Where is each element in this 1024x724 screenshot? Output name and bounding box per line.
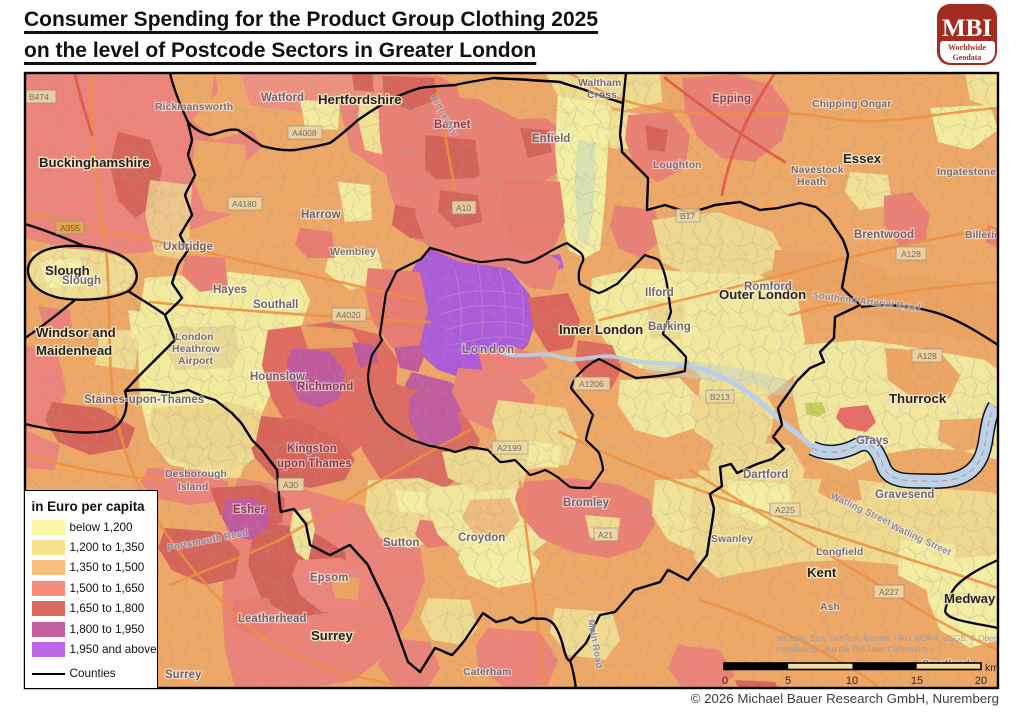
- svg-text:Hounslow: Hounslow: [250, 371, 305, 383]
- svg-text:Airport: Airport: [178, 355, 214, 367]
- svg-text:Loughton: Loughton: [653, 159, 701, 171]
- svg-text:10: 10: [846, 675, 858, 687]
- svg-text:20: 20: [975, 675, 987, 687]
- svg-text:London: London: [175, 331, 213, 343]
- svg-text:Slough: Slough: [62, 275, 101, 287]
- svg-text:contributors, and the GIS User: contributors, and the GIS User Community: [776, 645, 929, 654]
- svg-text:Richmond: Richmond: [297, 381, 353, 393]
- svg-text:Surrey: Surrey: [311, 628, 353, 643]
- svg-text:Esher: Esher: [233, 504, 265, 516]
- svg-text:Thurrock: Thurrock: [889, 391, 947, 406]
- svg-text:Kent: Kent: [807, 565, 837, 580]
- svg-text:upon Thames: upon Thames: [277, 458, 352, 470]
- svg-text:0: 0: [722, 675, 728, 687]
- svg-text:London: London: [462, 344, 516, 356]
- svg-text:B17: B17: [680, 211, 695, 221]
- svg-text:A1206: A1206: [579, 379, 604, 389]
- svg-text:A355: A355: [60, 223, 80, 233]
- svg-text:Epsom: Epsom: [310, 572, 348, 584]
- svg-text:Waltham: Waltham: [578, 77, 621, 89]
- svg-text:Uxbridge: Uxbridge: [163, 241, 213, 253]
- svg-text:A4020: A4020: [336, 310, 361, 320]
- svg-text:Bromley: Bromley: [563, 497, 610, 509]
- svg-text:Surrey: Surrey: [165, 669, 202, 681]
- svg-text:A2199: A2199: [497, 443, 522, 453]
- svg-text:Harrow: Harrow: [301, 209, 341, 221]
- svg-text:Caterham: Caterham: [463, 666, 511, 678]
- svg-text:Barking: Barking: [648, 321, 691, 333]
- svg-text:Kingston: Kingston: [287, 443, 337, 455]
- svg-text:Ilford: Ilford: [645, 287, 674, 299]
- svg-text:Sutton: Sutton: [383, 537, 419, 549]
- svg-text:km: km: [985, 662, 999, 674]
- svg-text:Enfield: Enfield: [532, 133, 570, 145]
- svg-text:A30: A30: [283, 480, 298, 490]
- svg-text:Epping: Epping: [712, 93, 751, 105]
- svg-text:Inner London: Inner London: [559, 322, 643, 337]
- svg-text:A10: A10: [456, 203, 471, 213]
- svg-text:A227: A227: [879, 587, 899, 597]
- svg-text:Ingatestone: Ingatestone: [937, 166, 996, 178]
- svg-text:Chipping Ongar: Chipping Ongar: [812, 98, 891, 110]
- svg-text:Swanley: Swanley: [711, 533, 753, 545]
- svg-text:Wembley: Wembley: [330, 246, 376, 258]
- svg-text:Outer London: Outer London: [719, 287, 806, 302]
- svg-text:Medway: Medway: [944, 591, 996, 606]
- svg-text:A128: A128: [917, 351, 937, 361]
- svg-text:Romford: Romford: [744, 281, 792, 293]
- svg-text:A225: A225: [775, 505, 795, 515]
- svg-text:A4180: A4180: [232, 199, 257, 209]
- svg-text:Heathrow: Heathrow: [172, 343, 221, 355]
- svg-text:15: 15: [911, 675, 923, 687]
- svg-text:Hayes: Hayes: [213, 284, 247, 296]
- svg-text:Essex: Essex: [843, 151, 882, 166]
- svg-text:Heath: Heath: [797, 176, 826, 188]
- svg-text:Staines-upon-Thames: Staines-upon-Thames: [84, 394, 204, 406]
- svg-text:5: 5: [785, 675, 791, 687]
- svg-text:Ash: Ash: [820, 601, 840, 613]
- svg-text:Cross: Cross: [587, 89, 617, 101]
- svg-text:Slough: Slough: [45, 263, 90, 278]
- svg-text:Rickmansworth: Rickmansworth: [155, 101, 233, 113]
- svg-text:Barnet: Barnet: [434, 119, 471, 131]
- svg-text:Longfield: Longfield: [816, 546, 863, 558]
- svg-text:Navestock: Navestock: [791, 164, 844, 176]
- svg-text:Hertfordshire: Hertfordshire: [318, 92, 402, 107]
- svg-text:Gravesend: Gravesend: [875, 489, 934, 501]
- svg-text:Leatherhead: Leatherhead: [238, 613, 306, 625]
- svg-text:Grays: Grays: [856, 435, 889, 447]
- svg-text:Buckinghamshire: Buckinghamshire: [39, 155, 150, 170]
- svg-text:Maidenhead: Maidenhead: [36, 343, 112, 358]
- svg-text:Billerica: Billerica: [965, 229, 1006, 241]
- svg-text:Desborough: Desborough: [165, 468, 227, 480]
- svg-text:Croydon: Croydon: [458, 532, 505, 544]
- svg-text:A4008: A4008: [292, 128, 317, 138]
- svg-text:Island: Island: [178, 481, 208, 493]
- svg-text:Brentwood: Brentwood: [854, 229, 914, 241]
- svg-text:A128: A128: [901, 249, 921, 259]
- svg-text:B474: B474: [29, 92, 49, 102]
- svg-text:Southall: Southall: [253, 299, 298, 311]
- svg-text:B213: B213: [710, 392, 730, 402]
- svg-text:A21: A21: [598, 530, 613, 540]
- svg-text:Watford: Watford: [261, 92, 304, 104]
- svg-text:Sources: Esri, TomTom, Garmin,: Sources: Esri, TomTom, Garmin, FAO, NOAA…: [776, 634, 1024, 643]
- svg-text:Windsor and: Windsor and: [36, 325, 116, 340]
- svg-text:Dartford: Dartford: [743, 469, 788, 481]
